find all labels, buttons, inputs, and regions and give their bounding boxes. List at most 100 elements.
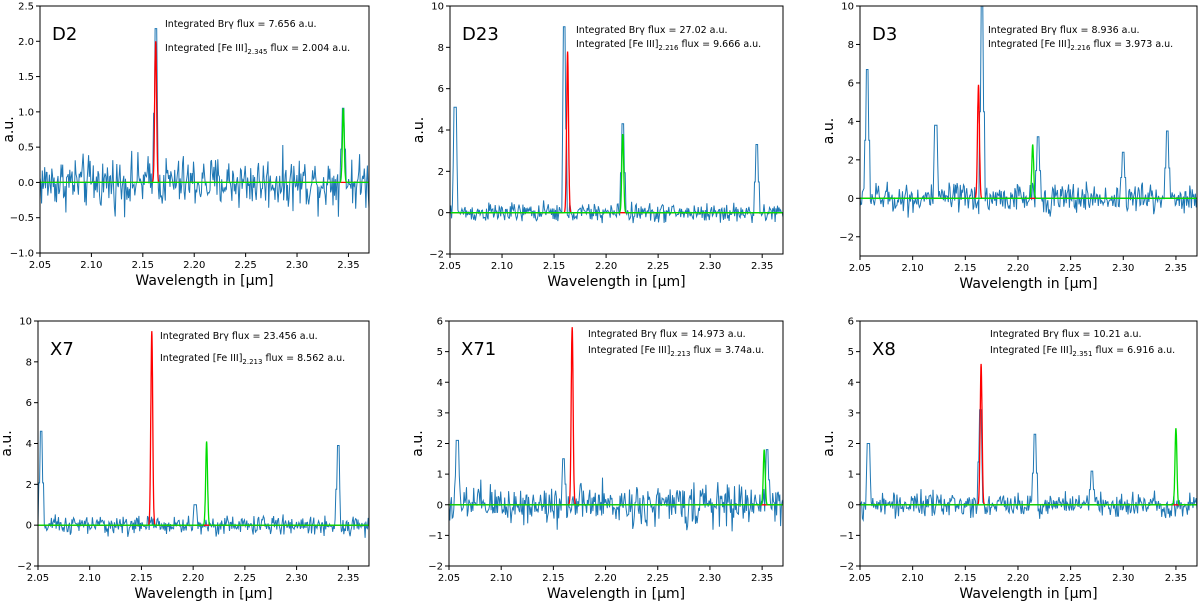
x-tick-label: 2.10 xyxy=(80,260,102,271)
x-tick-label: 2.25 xyxy=(647,573,669,584)
x-tick-label: 2.20 xyxy=(595,261,617,272)
y-tick-label: 2 xyxy=(437,439,443,450)
x-tick-label: 2.15 xyxy=(954,573,976,584)
x-tick-label: 2.15 xyxy=(543,261,565,272)
x-tick-label: 2.25 xyxy=(1059,573,1081,584)
x-axis-label: Wavelength in [μm] xyxy=(959,276,1097,292)
y-axis-label: a.u. xyxy=(821,118,837,144)
x-tick-label: 2.30 xyxy=(1112,263,1134,274)
x-axis-label: Wavelength in [μm] xyxy=(547,586,685,602)
y-tick-label: 6 xyxy=(848,317,854,328)
feiii-flux-annotation: Integrated [Fe III]2.216 flux = 3.973 a.… xyxy=(988,39,1173,52)
axes-frame xyxy=(859,320,1198,567)
panel-x8: 2.05 2.10 2.15 2.20 2.25 2.30 2.35 −2 −1 0 1 2 3 4 5 6 W… xyxy=(821,317,1198,602)
feiii-flux-annotation: Integrated [Fe III]2.213 flux = 3.74a.u. xyxy=(588,345,764,358)
axes-frame xyxy=(448,320,784,567)
x-tick-label: 2.10 xyxy=(490,573,512,584)
axes-frame xyxy=(859,5,1198,257)
axes-frame xyxy=(39,5,370,254)
y-axis-label: a.u. xyxy=(410,430,426,456)
x-tick-label: 2.05 xyxy=(29,260,51,271)
y-tick-label: −2 xyxy=(839,232,854,243)
feiii-fit-line xyxy=(860,144,1197,199)
x-axis-label: Wavelength in [μm] xyxy=(134,586,272,602)
x-axis-label: Wavelength in [μm] xyxy=(547,274,685,290)
bry-flux-annotation: Integrated Brγ flux = 23.456 a.u. xyxy=(160,331,318,342)
y-tick-label: 4 xyxy=(848,117,854,128)
x-tick-label: 2.35 xyxy=(337,260,359,271)
y-tick-label: 3 xyxy=(848,408,854,419)
x-tick-label: 2.20 xyxy=(182,573,204,584)
x-tick-label: 2.30 xyxy=(699,261,721,272)
y-tick-label: 2.0 xyxy=(18,37,34,48)
bry-fit-line xyxy=(40,41,369,184)
y-axis-label: a.u. xyxy=(0,430,15,456)
feiii-flux-annotation: Integrated [Fe III]2.213 flux = 8.562 a.… xyxy=(160,353,345,366)
y-tick-label: 8 xyxy=(438,43,444,54)
x-tick-label: 2.10 xyxy=(902,263,924,274)
x-tick-label: 2.25 xyxy=(1059,263,1081,274)
x-tick-label: 2.25 xyxy=(234,573,256,584)
x-tick-label: 2.05 xyxy=(439,261,461,272)
y-axis-label: a.u. xyxy=(821,430,837,456)
y-tick-label: 4 xyxy=(26,439,32,450)
y-tick-label: 1 xyxy=(848,470,854,481)
x-tick-label: 2.35 xyxy=(1165,263,1187,274)
x-tick-label: 2.20 xyxy=(1007,263,1029,274)
y-tick-label: 2.5 xyxy=(18,2,34,13)
y-tick-label: 10 xyxy=(841,2,854,13)
feiii-fit-line xyxy=(38,441,369,526)
x-tick-label: 2.15 xyxy=(130,573,152,584)
x-tick-label: 2.20 xyxy=(1007,573,1029,584)
x-tick-label: 2.20 xyxy=(594,573,616,584)
y-tick-label: 2 xyxy=(438,167,444,178)
y-tick-label: 4 xyxy=(438,126,444,137)
x-tick-label: 2.15 xyxy=(542,573,564,584)
y-tick-label: 0 xyxy=(26,521,32,532)
panel-d23: 2.05 2.10 2.15 2.20 2.25 2.30 2.35 −2 0 2 4 6 8 10 Wav… xyxy=(411,2,784,290)
y-tick-label: −1 xyxy=(839,531,854,542)
x-tick-label: 2.10 xyxy=(491,261,513,272)
y-tick-label: 4 xyxy=(437,378,443,389)
y-tick-label: 10 xyxy=(431,2,444,13)
spectrum-line xyxy=(449,439,783,532)
bry-flux-annotation: Integrated Brγ flux = 8.936 a.u. xyxy=(988,25,1140,36)
panel-d2: 2.05 2.10 2.15 2.20 2.25 2.30 2.35 −1.0 −0.5 0.0 0… xyxy=(1,2,370,289)
y-tick-label: −2 xyxy=(17,562,32,573)
x-tick-label: 2.30 xyxy=(699,573,721,584)
y-tick-label: −0.5 xyxy=(10,213,34,224)
x-tick-label: 2.35 xyxy=(751,573,773,584)
panel-title: D23 xyxy=(462,24,499,45)
x-tick-label: 2.15 xyxy=(954,263,976,274)
y-tick-label: −1.0 xyxy=(10,249,34,260)
x-tick-label: 2.35 xyxy=(337,573,359,584)
bry-flux-annotation: Integrated Brγ flux = 10.21 a.u. xyxy=(990,329,1142,340)
y-tick-label: 6 xyxy=(438,84,444,95)
y-tick-label: 4 xyxy=(848,378,854,389)
bry-flux-annotation: Integrated Brγ flux = 14.973 a.u. xyxy=(588,329,746,340)
x-tick-label: 2.10 xyxy=(902,573,924,584)
feiii-fit-line xyxy=(450,133,783,214)
feiii-fit-line xyxy=(40,108,369,184)
y-tick-label: −2 xyxy=(429,250,444,261)
y-tick-label: 0 xyxy=(437,500,443,511)
y-tick-label: 0 xyxy=(848,500,854,511)
x-tick-label: 2.10 xyxy=(79,573,101,584)
panel-x7: 2.05 2.10 2.15 2.20 2.25 2.30 2.35 −2 0 2 4 6 8 10 Wav… xyxy=(0,317,370,602)
y-tick-label: 6 xyxy=(26,398,32,409)
x-tick-label: 2.30 xyxy=(285,573,307,584)
panel-title: X71 xyxy=(461,339,496,360)
spectrum-line xyxy=(38,430,369,538)
spectrum-line xyxy=(860,6,1197,218)
x-tick-label: 2.05 xyxy=(438,573,460,584)
panel-title: X7 xyxy=(50,339,74,360)
spectrum-line xyxy=(40,28,369,218)
y-tick-label: −2 xyxy=(428,562,443,573)
y-tick-label: 2 xyxy=(848,155,854,166)
y-tick-label: 8 xyxy=(848,40,854,51)
x-tick-label: 2.05 xyxy=(849,573,871,584)
y-axis-label: a.u. xyxy=(1,116,17,142)
spectrum-line xyxy=(450,26,783,224)
panel-title: D3 xyxy=(872,24,897,45)
